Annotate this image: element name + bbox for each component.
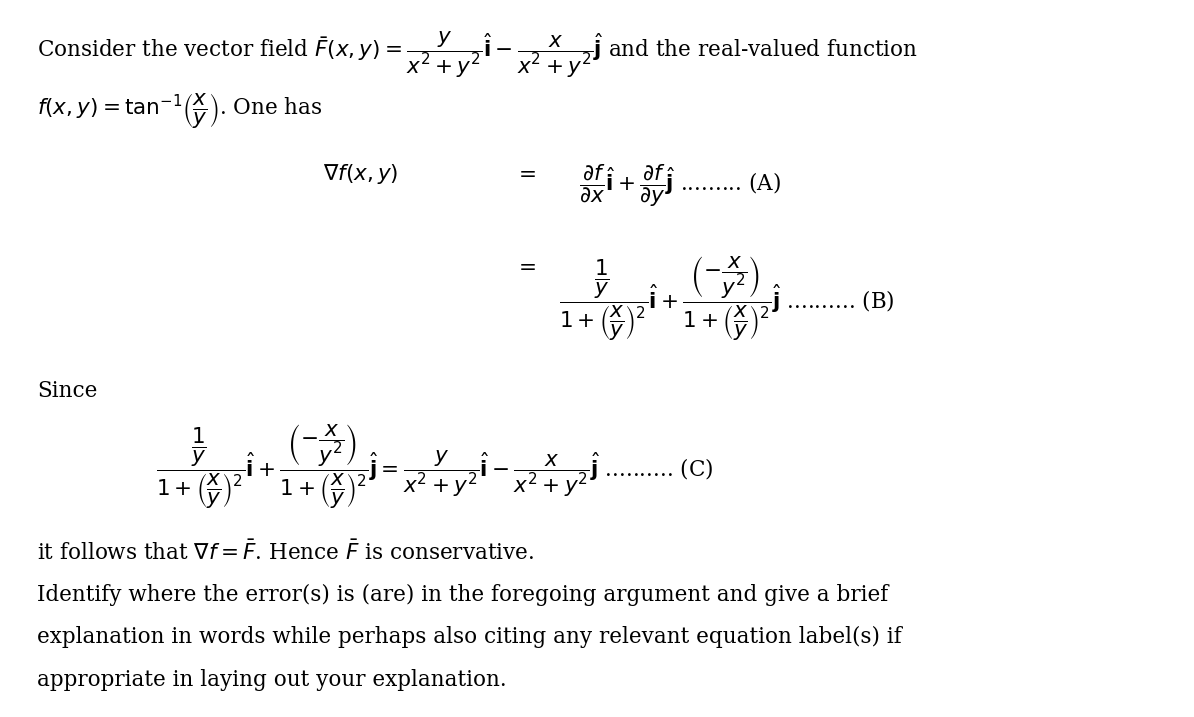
Text: $\dfrac{\dfrac{1}{y}}{1 + \left(\dfrac{x}{y}\right)^2}\hat{\mathbf{i}} + \dfrac{: $\dfrac{\dfrac{1}{y}}{1 + \left(\dfrac{x… [559, 255, 894, 343]
Text: $f(x, y) = \tan^{-1}\!\left(\dfrac{x}{y}\right)$. One has: $f(x, y) = \tan^{-1}\!\left(\dfrac{x}{y}… [37, 90, 322, 130]
Text: Since: Since [37, 380, 98, 402]
Text: Identify where the error(s) is (are) in the foregoing argument and give a brief: Identify where the error(s) is (are) in … [37, 584, 888, 606]
Text: $\dfrac{\dfrac{1}{y}}{1 + \left(\dfrac{x}{y}\right)^2}\hat{\mathbf{i}} + \dfrac{: $\dfrac{\dfrac{1}{y}}{1 + \left(\dfrac{x… [156, 423, 714, 511]
Text: $=$: $=$ [513, 162, 536, 184]
Text: explanation in words while perhaps also citing any relevant equation label(s) if: explanation in words while perhaps also … [37, 627, 901, 648]
Text: Consider the vector field $\bar{F}(x, y) = \dfrac{y}{x^2+y^2}\hat{\mathbf{i}} - : Consider the vector field $\bar{F}(x, y)… [37, 30, 918, 80]
Text: $=$: $=$ [513, 255, 536, 277]
Text: $\nabla f(x, y)$: $\nabla f(x, y)$ [324, 162, 399, 186]
Text: it follows that $\nabla f = \bar{F}$. Hence $\bar{F}$ is conservative.: it follows that $\nabla f = \bar{F}$. He… [37, 541, 535, 565]
Text: $\dfrac{\partial f}{\partial x}\hat{\mathbf{i}} + \dfrac{\partial f}{\partial y}: $\dfrac{\partial f}{\partial x}\hat{\mat… [579, 162, 781, 209]
Text: appropriate in laying out your explanation.: appropriate in laying out your explanati… [37, 669, 506, 691]
